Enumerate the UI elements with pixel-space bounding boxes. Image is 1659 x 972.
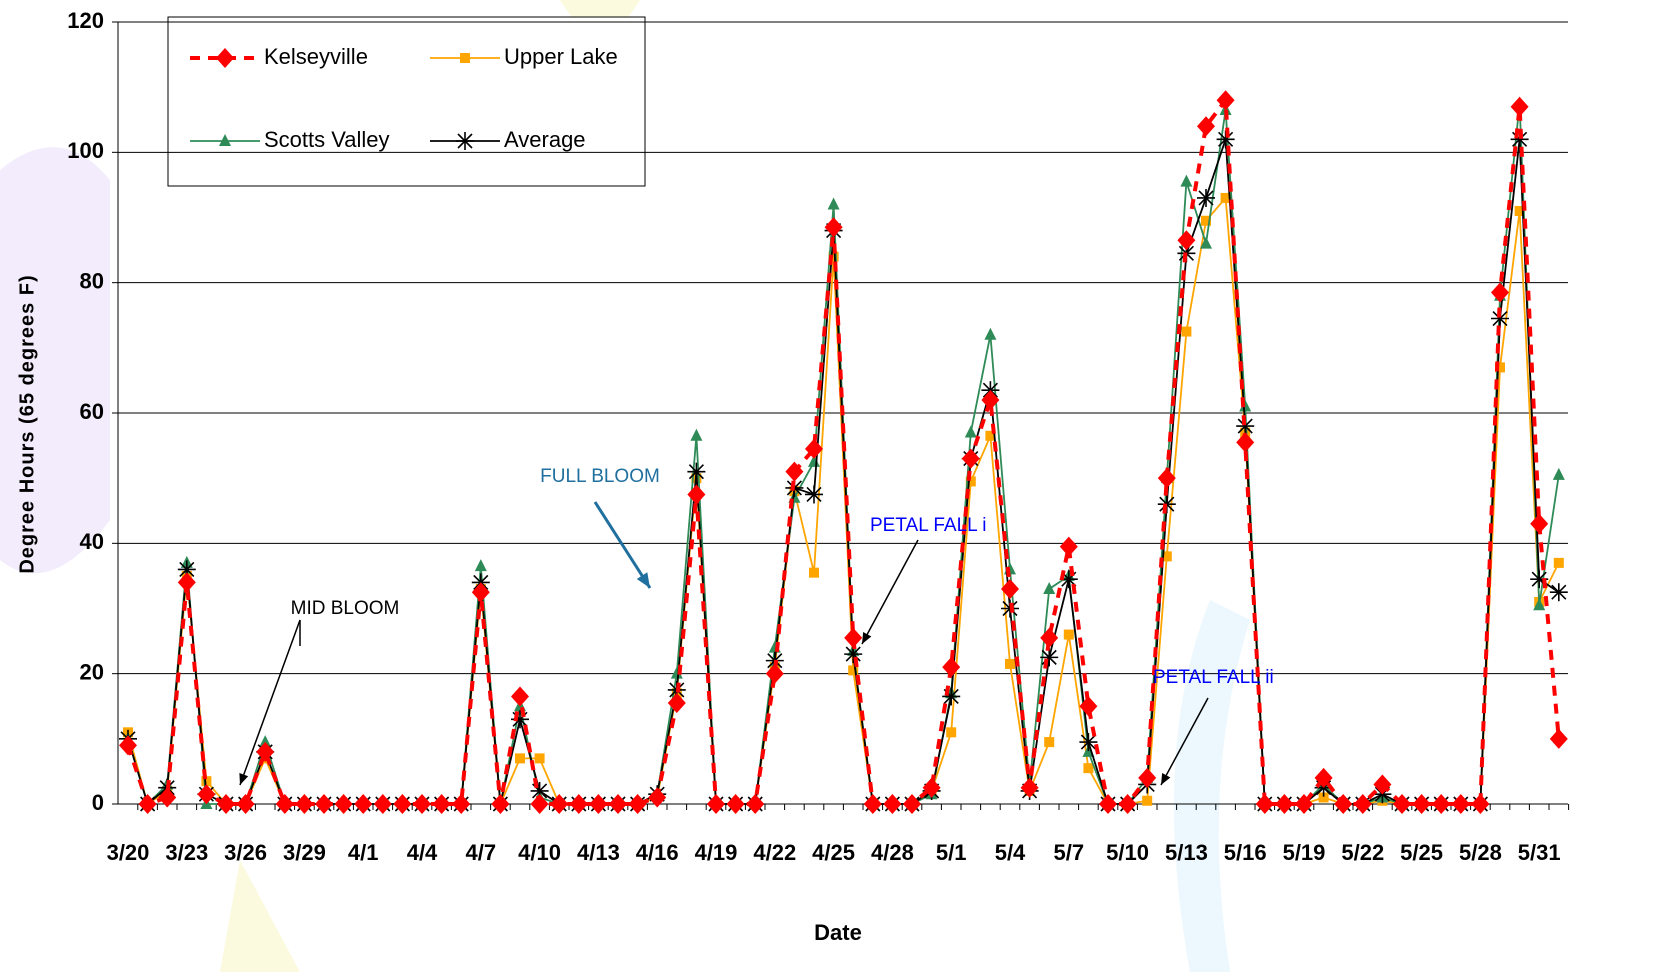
x-tick-label: 3/23: [165, 840, 208, 865]
marker: [456, 132, 474, 150]
x-tick-label: 3/20: [107, 840, 150, 865]
annotation-arrow: [862, 540, 918, 644]
x-tick-label: 5/10: [1106, 840, 1149, 865]
marker: [1060, 537, 1078, 557]
x-tick-label: 4/28: [871, 840, 914, 865]
y-tick-label: 60: [80, 399, 104, 424]
x-tick-label: 3/29: [283, 840, 326, 865]
marker: [1197, 189, 1215, 207]
annotation: FULL BLOOM: [540, 466, 660, 487]
annotation-arrow: [595, 502, 650, 588]
legend-label: Upper Lake: [504, 44, 618, 69]
marker: [1005, 659, 1015, 669]
x-tick-label: 4/25: [812, 840, 855, 865]
x-tick-label: 5/25: [1400, 840, 1443, 865]
marker: [946, 727, 956, 737]
marker: [1530, 514, 1548, 534]
marker: [1217, 90, 1235, 110]
marker: [1491, 282, 1509, 302]
x-tick-label: 4/4: [407, 840, 438, 865]
arrow-head: [637, 572, 650, 588]
y-axis-title: Degree Hours (65 degrees F): [16, 274, 38, 573]
marker: [1554, 558, 1564, 568]
annotation: MID BLOOM: [291, 598, 400, 619]
x-tick-label: 5/22: [1341, 840, 1384, 865]
x-tick-label: 4/19: [695, 840, 738, 865]
x-tick-label: 4/22: [753, 840, 796, 865]
marker: [942, 687, 960, 705]
y-tick-label: 80: [80, 268, 104, 293]
legend-label: Average: [504, 127, 586, 152]
marker: [984, 328, 996, 340]
x-tick-label: 5/13: [1165, 840, 1208, 865]
marker: [1040, 648, 1058, 666]
marker: [511, 686, 529, 706]
annotation: PETAL FALL ii: [1153, 667, 1274, 688]
legend-label: Scotts Valley: [264, 127, 390, 152]
marker: [805, 485, 823, 503]
marker: [828, 197, 840, 209]
y-tick-label: 40: [80, 529, 104, 554]
y-tick-label: 100: [67, 138, 104, 163]
marker: [1142, 796, 1152, 806]
marker: [785, 462, 803, 482]
marker: [1180, 175, 1192, 187]
x-tick-label: 4/1: [348, 840, 379, 865]
marker: [965, 426, 977, 438]
marker: [1021, 778, 1039, 798]
marker: [1553, 468, 1565, 480]
y-tick-label: 20: [80, 659, 104, 684]
marker: [475, 559, 487, 571]
x-tick-label: 4/16: [636, 840, 679, 865]
marker: [1064, 630, 1074, 640]
marker: [1236, 432, 1254, 452]
arrow-head: [239, 773, 248, 785]
x-tick-label: 5/19: [1283, 840, 1326, 865]
x-tick-label: 5/1: [936, 840, 967, 865]
series-line: [128, 198, 1559, 804]
marker: [1550, 583, 1568, 601]
marker: [1044, 737, 1054, 747]
annotation: PETAL FALL i: [870, 515, 987, 536]
legend-label: Kelseyville: [264, 44, 368, 69]
marker: [535, 753, 545, 763]
marker: [690, 429, 702, 441]
marker: [687, 463, 705, 481]
x-tick-label: 5/4: [995, 840, 1026, 865]
marker: [1181, 327, 1191, 337]
marker: [1083, 763, 1093, 773]
x-tick-label: 5/31: [1518, 840, 1561, 865]
x-tick-label: 4/10: [518, 840, 561, 865]
chart: Date Degree Hours (65 degrees F) 0 20 40 60…: [0, 0, 1659, 972]
y-tick-label: 120: [67, 8, 104, 33]
marker: [472, 582, 490, 602]
marker: [809, 568, 819, 578]
marker: [1550, 729, 1568, 749]
marker: [825, 217, 843, 237]
marker: [460, 53, 470, 63]
legend: [168, 17, 645, 186]
x-tick-label: 4/7: [466, 840, 497, 865]
marker: [1043, 582, 1055, 594]
marker: [515, 753, 525, 763]
x-tick-label: 5/28: [1459, 840, 1502, 865]
x-tick-label: 3/26: [224, 840, 267, 865]
y-tick-label: 0: [92, 790, 104, 815]
x-tick-label: 5/16: [1224, 840, 1267, 865]
x-tick-label: 4/13: [577, 840, 620, 865]
marker: [1511, 97, 1529, 117]
x-tick-label: 5/7: [1054, 840, 1085, 865]
marker: [844, 628, 862, 648]
x-axis-title: Date: [814, 920, 862, 945]
